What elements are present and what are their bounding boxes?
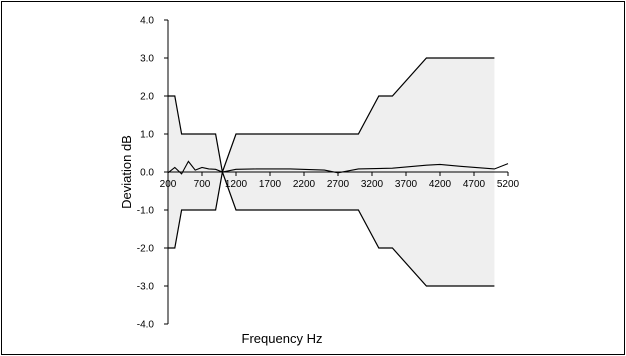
tolerance-lower-line xyxy=(168,169,495,287)
tolerance-upper-line xyxy=(168,57,495,175)
x-tick-label: 2700 xyxy=(327,179,350,190)
y-axis-title: Deviation dB xyxy=(119,135,134,209)
series-line-0 xyxy=(167,160,509,175)
y-tick-label: 2.0 xyxy=(140,92,154,103)
series-layer xyxy=(167,160,509,175)
y-tick-label: 3.0 xyxy=(140,54,154,65)
tick-labels-layer: 4.0 3.0 2.0 1.0 0.0 -1.0 -2.0 -3.0 -4.0 200 700 120… xyxy=(137,16,520,331)
y-tick-label: -3.0 xyxy=(137,282,155,293)
axes-layer xyxy=(164,19,509,325)
x-axis-title: Frequency Hz xyxy=(242,331,323,346)
x-tick-label: 3700 xyxy=(395,179,418,190)
y-tick-label: -4.0 xyxy=(137,320,155,331)
x-tick-label: 5200 xyxy=(497,179,520,190)
x-tick-label: 1700 xyxy=(259,179,282,190)
y-tick-label: 4.0 xyxy=(140,16,154,27)
y-tick-label: -2.0 xyxy=(137,244,155,255)
x-tick-label: 700 xyxy=(194,179,211,190)
x-tick-label: 4700 xyxy=(463,179,486,190)
x-tick-label: 1200 xyxy=(225,179,248,190)
x-tick-label: 200 xyxy=(160,179,177,190)
x-tick-label: 2200 xyxy=(293,179,316,190)
x-tick-label: 3200 xyxy=(361,179,384,190)
x-tick-label: 4200 xyxy=(429,179,452,190)
y-tick-label: 0.0 xyxy=(140,168,154,179)
y-tick-label: -1.0 xyxy=(137,206,155,217)
y-tick-label: 1.0 xyxy=(140,130,154,141)
